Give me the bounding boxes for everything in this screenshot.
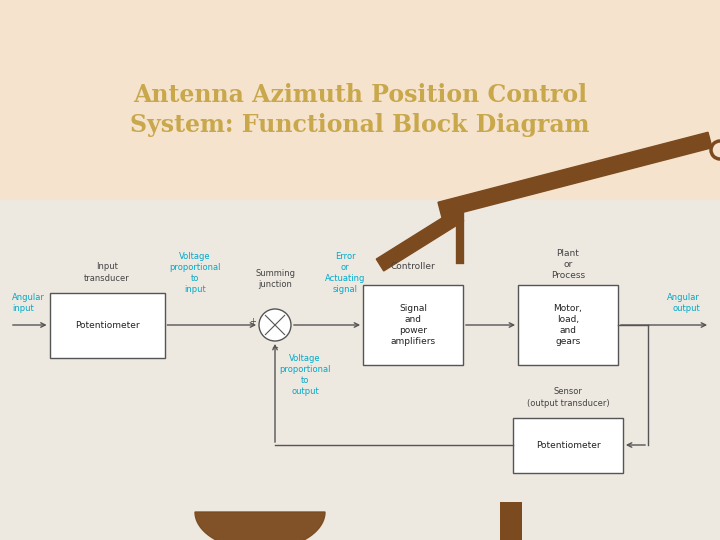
Text: Potentiometer: Potentiometer (536, 441, 600, 449)
Bar (513, 417, 623, 472)
Bar (363, 285, 463, 365)
Polygon shape (377, 209, 464, 271)
Circle shape (259, 309, 291, 341)
Text: Motor,
load,
and
gears: Motor, load, and gears (554, 305, 582, 346)
Text: +: + (249, 318, 256, 327)
Text: Controller: Controller (391, 262, 436, 271)
Text: Error
or
Actuating
signal: Error or Actuating signal (325, 252, 365, 294)
Text: Angular
input: Angular input (12, 293, 45, 313)
Polygon shape (195, 512, 325, 540)
Text: Voltage
proportional
to
output: Voltage proportional to output (279, 354, 330, 396)
Text: Sensor
(output transducer): Sensor (output transducer) (527, 388, 609, 408)
Text: Summing
junction: Summing junction (255, 269, 295, 289)
Text: Antenna Azimuth Position Control
System: Functional Block Diagram: Antenna Azimuth Position Control System:… (130, 83, 590, 137)
Bar (50, 293, 164, 357)
Bar (0, 200, 720, 540)
Bar (0, 0, 720, 200)
Text: Voltage
proportional
to
input: Voltage proportional to input (169, 252, 221, 294)
Polygon shape (438, 132, 712, 218)
Text: −: − (271, 343, 279, 352)
Bar (518, 285, 618, 365)
Text: Potentiometer: Potentiometer (75, 321, 139, 329)
Text: Signal
and
power
amplifiers: Signal and power amplifiers (390, 305, 436, 346)
Text: Input
transducer: Input transducer (84, 262, 130, 282)
Bar (500, 502, 522, 540)
Text: Angular
output: Angular output (667, 293, 700, 313)
Text: Plant
or
Process: Plant or Process (551, 249, 585, 280)
